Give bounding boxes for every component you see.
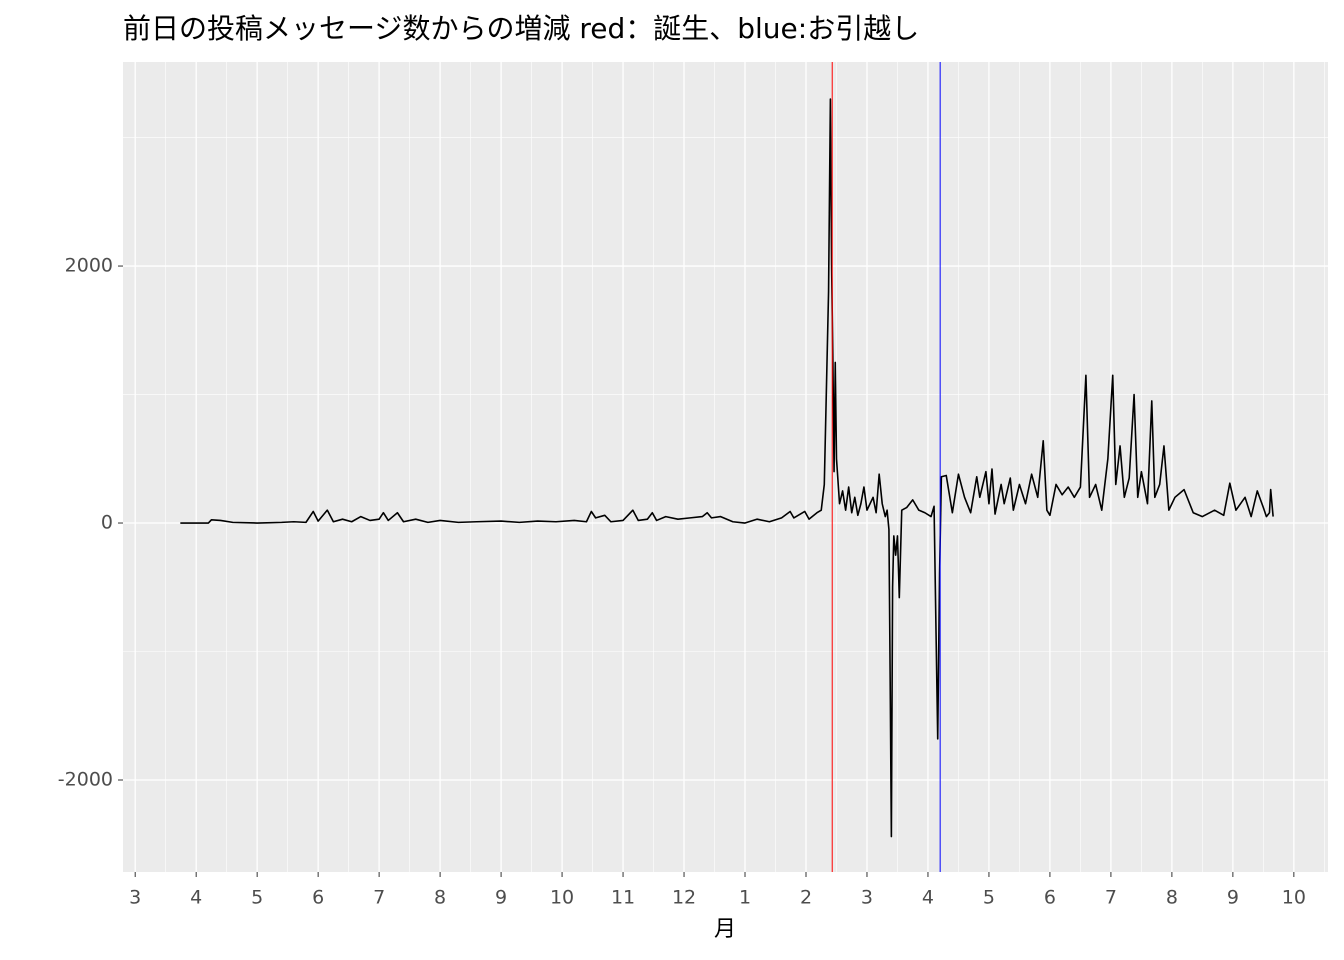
x-tick-label: 11 xyxy=(611,887,635,909)
x-tick-label: 4 xyxy=(922,887,934,909)
x-tick-label: 3 xyxy=(129,887,141,909)
x-tick-label: 3 xyxy=(861,887,873,909)
chart-title: 前日の投稿メッセージ数からの増減 red：誕生、blue:お引越し xyxy=(123,12,919,45)
plot-background xyxy=(123,62,1328,872)
x-tick-label: 6 xyxy=(1044,887,1056,909)
x-axis-label: 月 xyxy=(714,917,736,942)
x-tick-label: 9 xyxy=(495,887,507,909)
x-tick-label: 7 xyxy=(373,887,385,909)
x-tick-label: 2 xyxy=(800,887,812,909)
x-tick-label: 12 xyxy=(672,887,696,909)
y-tick-label: -2000 xyxy=(58,769,113,791)
x-tick-label: 5 xyxy=(983,887,995,909)
x-tick-label: 5 xyxy=(251,887,263,909)
x-tick-label: 8 xyxy=(434,887,446,909)
x-tick-label: 8 xyxy=(1166,887,1178,909)
x-tick-label: 7 xyxy=(1105,887,1117,909)
x-tick-label: 1 xyxy=(739,887,751,909)
y-tick-label: 0 xyxy=(101,512,113,534)
x-tick-label: 10 xyxy=(1282,887,1306,909)
x-tick-label: 9 xyxy=(1227,887,1239,909)
data-line xyxy=(180,98,1274,838)
y-tick-label: 2000 xyxy=(65,255,113,277)
x-tick-label: 4 xyxy=(190,887,202,909)
x-tick-label: 6 xyxy=(312,887,324,909)
x-tick-label: 10 xyxy=(550,887,574,909)
